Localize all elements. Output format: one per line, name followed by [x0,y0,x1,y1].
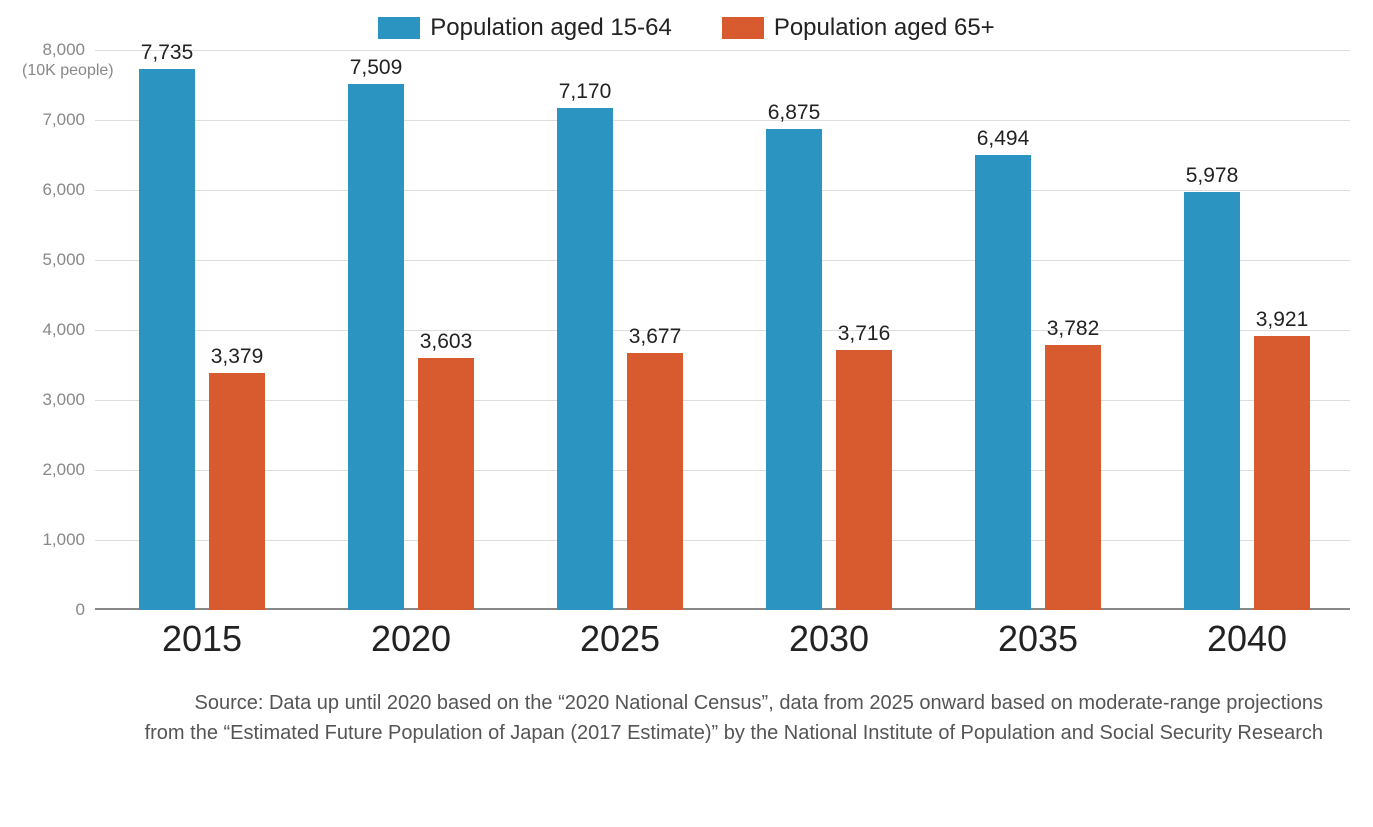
legend-swatch-series2 [722,17,764,39]
bar-series1 [348,84,404,610]
bar-column-series1: 7,170 [557,80,613,610]
bar-group: 7,509 3,603 [348,56,474,610]
plot-area: 01,0002,0003,0004,0005,0006,0007,0008,00… [95,50,1350,610]
gridline [95,50,1350,51]
bar-value-label: 3,716 [838,322,891,346]
legend-label-series1: Population aged 15-64 [430,14,672,42]
y-tick-label: 7,000 [42,110,95,130]
y-tick-label: 0 [76,600,95,620]
bar-value-label: 3,677 [629,325,682,349]
bar-value-label: 7,735 [141,41,194,65]
bar-series2 [209,373,265,610]
source-line-2: from the “Estimated Future Population of… [20,718,1323,748]
bar-column-series1: 6,494 [975,127,1031,610]
y-tick-label: 2,000 [42,460,95,480]
bar-value-label: 6,875 [768,101,821,125]
bar-value-label: 3,603 [420,330,473,354]
gridline [95,260,1350,261]
x-axis-labels: 2015 2020 2025 2030 2035 2040 [95,610,1350,670]
x-tick-label: 2035 [998,618,1078,660]
x-tick-label: 2020 [371,618,451,660]
y-tick-label: 6,000 [42,180,95,200]
bar-column-series1: 5,978 [1184,164,1240,610]
legend-item-series2: Population aged 65+ [722,14,995,42]
bar-series1 [557,108,613,610]
bar-value-label: 3,921 [1256,308,1309,332]
gridline [95,540,1350,541]
bar-value-label: 3,379 [211,345,264,369]
legend: Population aged 15-64 Population aged 65… [20,10,1353,42]
gridline [95,330,1350,331]
bar-value-label: 7,170 [559,80,612,104]
gridline [95,470,1350,471]
bar-column-series1: 7,509 [348,56,404,610]
bar-column-series2: 3,921 [1254,308,1310,610]
y-tick-label: 1,000 [42,530,95,550]
bar-column-series2: 3,603 [418,330,474,610]
bar-column-series2: 3,677 [627,325,683,610]
bar-series1 [766,129,822,610]
bar-group: 7,170 3,677 [557,80,683,610]
bar-value-label: 5,978 [1186,164,1239,188]
bar-group: 6,875 3,716 [766,101,892,610]
source-line-1: Source: Data up until 2020 based on the … [20,688,1323,718]
legend-label-series2: Population aged 65+ [774,14,995,42]
bar-series2 [418,358,474,610]
bar-value-label: 7,509 [350,56,403,80]
bar-group: 5,978 3,921 [1184,164,1310,610]
gridline [95,400,1350,401]
y-tick-label: 3,000 [42,390,95,410]
bar-column-series2: 3,716 [836,322,892,610]
bar-series1 [975,155,1031,610]
y-tick-label: 4,000 [42,320,95,340]
y-tick-label: 5,000 [42,250,95,270]
bar-value-label: 6,494 [977,127,1030,151]
bar-column-series1: 7,735 [139,41,195,610]
bar-group: 7,735 3,379 [139,41,265,610]
bar-series2 [1254,336,1310,610]
source-note: Source: Data up until 2020 based on the … [20,688,1353,748]
legend-swatch-series1 [378,17,420,39]
bar-column-series1: 6,875 [766,101,822,610]
bar-value-label: 3,782 [1047,317,1100,341]
x-tick-label: 2030 [789,618,869,660]
bar-series2 [836,350,892,610]
x-tick-label: 2025 [580,618,660,660]
bar-group: 6,494 3,782 [975,127,1101,610]
x-tick-label: 2015 [162,618,242,660]
population-chart: Population aged 15-64 Population aged 65… [20,10,1353,817]
bar-column-series2: 3,379 [209,345,265,610]
bar-series1 [139,69,195,610]
x-tick-label: 2040 [1207,618,1287,660]
gridline [95,190,1350,191]
legend-item-series1: Population aged 15-64 [378,14,672,42]
gridline [95,120,1350,121]
bar-series1 [1184,192,1240,610]
bar-series2 [1045,345,1101,610]
bar-series2 [627,353,683,610]
y-tick-label: 8,000 [42,40,95,60]
bar-column-series2: 3,782 [1045,317,1101,610]
